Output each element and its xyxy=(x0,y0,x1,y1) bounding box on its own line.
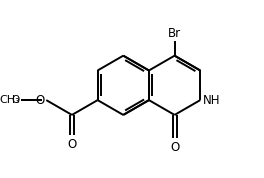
Text: NH: NH xyxy=(203,94,220,107)
Text: O: O xyxy=(11,95,19,105)
Text: O: O xyxy=(35,94,44,107)
Text: CH₃: CH₃ xyxy=(0,95,20,105)
Text: O: O xyxy=(67,138,77,151)
Text: O: O xyxy=(170,141,179,154)
Text: Br: Br xyxy=(168,27,181,40)
